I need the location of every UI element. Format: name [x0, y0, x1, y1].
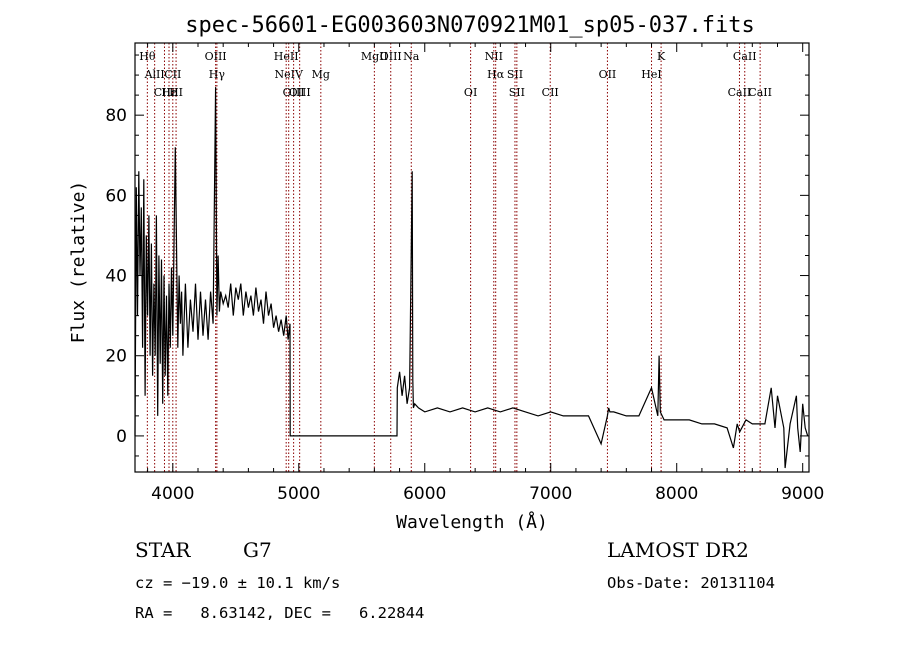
line-markers: HθAlIICIIIHεCIIHIOIIIHγHeIINeIVOIIIOIIIM…: [139, 43, 772, 472]
line-marker-label: CIII: [154, 86, 175, 99]
y-tick-label: 0: [116, 427, 127, 447]
line-marker-label: OII: [599, 68, 617, 81]
line-marker-label: HeII: [274, 50, 299, 63]
line-marker-label: Hγ: [209, 68, 226, 81]
obs-date-text: Obs-Date: 20131104: [607, 574, 775, 592]
line-marker-label: OIII: [289, 86, 311, 99]
y-tick-label: 20: [105, 347, 127, 367]
line-marker-label: NeIV: [274, 68, 303, 81]
x-tick-label: 6000: [403, 484, 446, 504]
line-marker-label: K: [657, 50, 666, 63]
x-tick-label: 7000: [529, 484, 572, 504]
redshift-text: cz = −19.0 ± 10.1 km/s: [135, 574, 341, 592]
line-marker-label: Mg: [312, 68, 330, 81]
line-marker-label: NII: [485, 50, 503, 63]
line-marker-label: SII: [509, 86, 525, 99]
class-label: STAR: [135, 538, 191, 562]
y-tick-label: 60: [105, 186, 127, 206]
coords-text: RA = 8.63142, DEC = 6.22844: [135, 604, 425, 622]
line-marker-label: Na: [403, 50, 420, 63]
x-tick-label: 8000: [655, 484, 698, 504]
line-marker-label: OIII: [380, 50, 402, 63]
line-marker-label: HeI: [641, 68, 661, 81]
line-marker-label: SII: [507, 68, 523, 81]
y-tick-label: 40: [105, 267, 127, 287]
line-marker-label: Hθ: [139, 50, 156, 63]
spectrum-line: [134, 87, 809, 469]
x-axis-label: Wavelength (Å): [396, 511, 548, 533]
line-marker-label: CaII: [748, 86, 772, 99]
line-marker-label: Hα: [487, 68, 505, 81]
line-marker-label: OIII: [205, 50, 227, 63]
chart-title: spec-56601-EG003603N070921M01_sp05-037.f…: [185, 13, 755, 38]
y-axis-label: Flux (relative): [68, 181, 89, 344]
line-marker-label: MgII: [361, 50, 388, 63]
x-tick-label: 9000: [781, 484, 824, 504]
line-marker-label: OI: [464, 86, 477, 99]
plot-frame: [134, 42, 810, 473]
x-tick-label: 4000: [151, 484, 194, 504]
y-tick-label: 80: [105, 106, 127, 126]
line-marker-label: AlII: [144, 68, 165, 81]
survey-label: LAMOST DR2: [607, 538, 749, 562]
line-marker-label: CII: [164, 68, 181, 81]
line-marker-label: CaII: [733, 50, 757, 63]
x-axis: 4000 5000 6000 7000 8000 9000: [147, 43, 824, 504]
x-tick-label: 5000: [277, 484, 320, 504]
subclass-label: G7: [243, 538, 272, 562]
line-marker-label: CaII: [728, 86, 752, 99]
y-axis: 0 20 40 60 80: [105, 54, 809, 457]
line-marker-label: OIII: [283, 86, 305, 99]
line-marker-label: HI: [169, 86, 183, 99]
line-marker-label: CII: [542, 86, 559, 99]
